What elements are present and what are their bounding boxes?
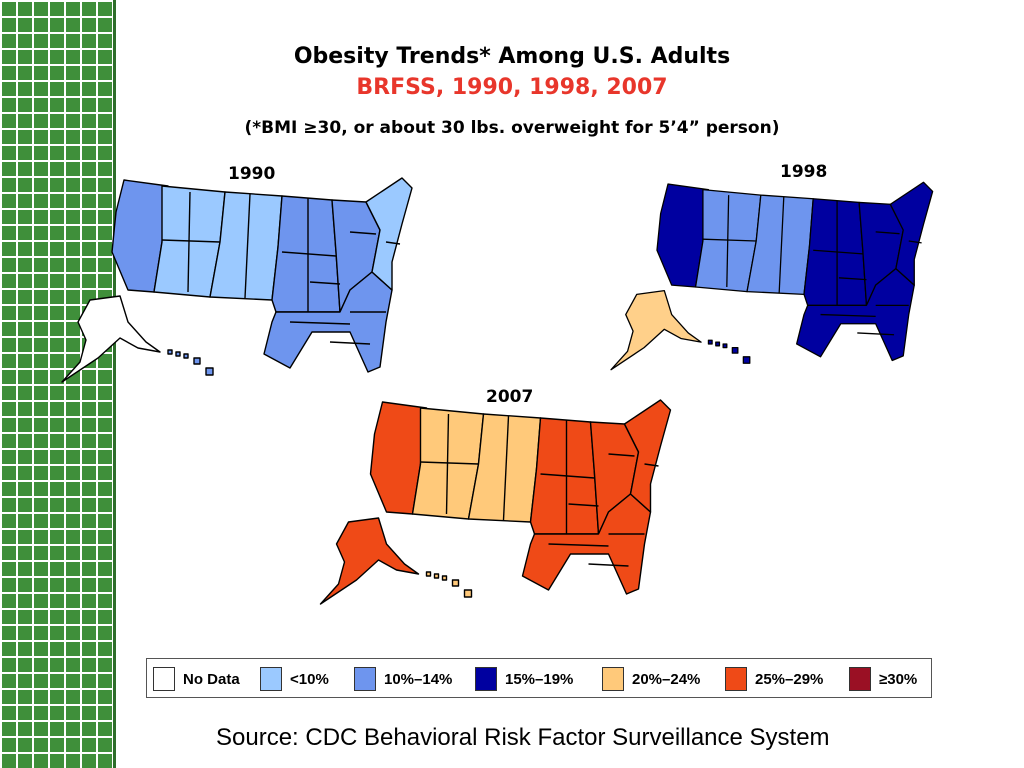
- region-alaska: [610, 290, 702, 371]
- region-hawaii: [433, 573, 440, 579]
- region-south: [521, 493, 652, 595]
- state-border: [820, 313, 876, 318]
- legend-label: 25%–29%: [755, 670, 824, 688]
- state-border: [702, 238, 757, 242]
- legend-item-30-plus: ≥30%: [849, 666, 917, 692]
- legend-item-no-data: No Data: [153, 666, 240, 692]
- legend: No Data <10% 10%–14% 15%–19% 20%–24% 25%…: [146, 658, 932, 698]
- legend-label: 15%–19%: [505, 670, 574, 688]
- legend-item-20-24: 20%–24%: [602, 666, 700, 692]
- state-border: [568, 503, 599, 507]
- state-border: [244, 193, 251, 299]
- state-border: [857, 332, 895, 336]
- state-border: [289, 321, 351, 325]
- state-border: [608, 453, 635, 457]
- state-border: [420, 461, 479, 465]
- state-border: [281, 251, 337, 257]
- state-border: [726, 195, 730, 287]
- legend-item-15-19: 15%–19%: [475, 666, 573, 692]
- region-hawaii: [425, 571, 432, 577]
- region-hawaii: [722, 343, 728, 349]
- map-year-1990: 1990: [228, 164, 276, 184]
- legend-swatch: [849, 667, 871, 691]
- region-hawaii: [167, 349, 173, 355]
- region-northeast: [623, 399, 672, 513]
- state-border: [161, 239, 221, 243]
- region-south: [263, 271, 393, 373]
- slide-title: Obesity Trends* Among U.S. Adults: [293, 44, 731, 69]
- region-hawaii: [175, 351, 181, 357]
- legend-swatch: [153, 667, 175, 691]
- region-alaska: [61, 295, 161, 383]
- state-border: [540, 473, 595, 479]
- region-hawaii: [451, 579, 460, 587]
- region-northeast: [365, 177, 413, 291]
- us-map-1990: [61, 177, 413, 383]
- state-border: [309, 281, 341, 285]
- bmi-footnote: (*BMI ≥30, or about 30 lbs. overweight f…: [244, 118, 780, 138]
- region-hawaii: [205, 367, 214, 376]
- state-border: [838, 277, 867, 281]
- source-citation: Source: CDC Behavioral Risk Factor Surve…: [216, 724, 830, 751]
- region-hawaii: [707, 339, 713, 345]
- legend-swatch: [602, 667, 624, 691]
- state-border: [778, 196, 785, 293]
- state-border: [644, 463, 659, 467]
- region-northeast: [889, 181, 934, 286]
- us-map-1998: [610, 181, 934, 371]
- region-hawaii: [715, 341, 721, 347]
- legend-label: <10%: [290, 670, 329, 688]
- region-alaska: [319, 517, 420, 605]
- region-hawaii: [183, 353, 189, 359]
- legend-swatch: [354, 667, 376, 691]
- legend-label: ≥30%: [879, 670, 918, 688]
- sidebar-edge: [113, 0, 116, 768]
- green-grid-sidebar: [0, 0, 113, 768]
- map-year-1998: 1998: [780, 162, 828, 182]
- state-border: [187, 191, 191, 293]
- legend-label: 10%–14%: [384, 670, 453, 688]
- map-year-2007: 2007: [486, 387, 534, 407]
- state-border: [502, 415, 510, 521]
- legend-item-lt10: <10%: [260, 666, 329, 692]
- region-south: [796, 267, 915, 362]
- state-border: [813, 249, 863, 255]
- slide-subtitle: BRFSS, 1990, 1998, 2007: [356, 75, 668, 100]
- state-border: [349, 231, 377, 235]
- state-border: [329, 341, 371, 345]
- legend-swatch: [260, 667, 282, 691]
- state-border: [588, 563, 629, 567]
- legend-swatch: [725, 667, 747, 691]
- legend-swatch: [475, 667, 497, 691]
- state-border: [875, 231, 900, 235]
- legend-item-10-14: 10%–14%: [354, 666, 452, 692]
- region-hawaii: [193, 357, 201, 365]
- state-border: [445, 413, 450, 515]
- state-border: [548, 543, 609, 547]
- region-hawaii: [731, 346, 739, 354]
- state-border: [908, 240, 922, 244]
- legend-item-25-29: 25%–29%: [725, 666, 823, 692]
- us-map-2007: [319, 399, 672, 605]
- region-hawaii: [441, 575, 448, 581]
- legend-label: 20%–24%: [632, 670, 701, 688]
- region-hawaii: [463, 589, 473, 598]
- legend-label: No Data: [183, 670, 240, 688]
- state-border: [385, 241, 401, 245]
- region-hawaii: [742, 356, 751, 364]
